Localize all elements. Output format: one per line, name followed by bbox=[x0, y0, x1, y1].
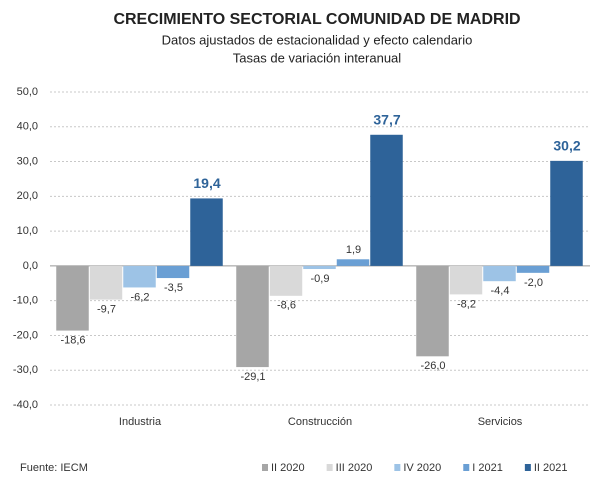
bar bbox=[269, 265, 303, 296]
legend-swatch bbox=[463, 464, 470, 471]
bar bbox=[236, 265, 269, 368]
bar bbox=[550, 160, 583, 266]
value-label: -4,4 bbox=[491, 285, 510, 297]
value-label: -29,1 bbox=[240, 371, 265, 383]
bar bbox=[123, 265, 156, 288]
legend-label: III 2020 bbox=[336, 462, 373, 474]
y-tick-label: 30,0 bbox=[17, 155, 38, 167]
y-tick-label: 0,0 bbox=[23, 260, 38, 272]
bar bbox=[336, 259, 370, 266]
y-tick-label: 40,0 bbox=[17, 121, 38, 133]
value-label: -2,0 bbox=[524, 277, 543, 289]
legend-swatch bbox=[394, 464, 401, 471]
y-tick-label: -20,0 bbox=[13, 329, 38, 341]
bar bbox=[156, 265, 190, 279]
bar bbox=[483, 265, 516, 282]
bar bbox=[416, 265, 449, 357]
x-tick-label: Industria bbox=[119, 416, 162, 428]
value-label: 30,2 bbox=[553, 138, 580, 154]
x-tick-label: Construcción bbox=[288, 416, 352, 428]
bar bbox=[449, 265, 483, 295]
value-label: -9,7 bbox=[97, 304, 116, 316]
chart-subtitle: Tasas de variación interanual bbox=[233, 50, 401, 65]
legend-label: II 2021 bbox=[534, 462, 568, 474]
value-label: 19,4 bbox=[193, 175, 220, 191]
y-tick-label: 10,0 bbox=[17, 225, 38, 237]
source: Fuente: IECM bbox=[20, 462, 88, 474]
bar bbox=[89, 265, 123, 300]
value-label: -3,5 bbox=[164, 282, 183, 294]
chart-subtitle: Datos ajustados de estacionalidad y efec… bbox=[162, 32, 473, 47]
y-tick-label: -40,0 bbox=[13, 399, 38, 411]
value-label: -6,2 bbox=[131, 291, 150, 303]
bar bbox=[190, 198, 223, 266]
bar bbox=[56, 265, 89, 331]
value-label: 37,7 bbox=[373, 111, 400, 127]
chart-title: CRECIMIENTO SECTORIAL COMUNIDAD DE MADRI… bbox=[113, 11, 520, 28]
bar bbox=[370, 134, 403, 266]
legend-label: I 2021 bbox=[472, 462, 503, 474]
y-tick-label: 50,0 bbox=[17, 86, 38, 98]
y-tick-label: 20,0 bbox=[17, 190, 38, 202]
legend-label: II 2020 bbox=[271, 462, 305, 474]
value-label: -8,6 bbox=[277, 300, 296, 312]
value-label: -8,2 bbox=[457, 298, 476, 310]
value-label: -26,0 bbox=[420, 360, 445, 372]
value-label: 1,9 bbox=[346, 244, 361, 256]
legend-label: IV 2020 bbox=[403, 462, 441, 474]
y-tick-label: -10,0 bbox=[13, 295, 38, 307]
bar bbox=[516, 265, 550, 273]
value-label: -0,9 bbox=[311, 273, 330, 285]
x-tick-label: Servicios bbox=[478, 416, 523, 428]
y-tick-label: -30,0 bbox=[13, 364, 38, 376]
legend-swatch bbox=[326, 464, 333, 471]
legend-swatch bbox=[524, 464, 531, 471]
legend-swatch bbox=[262, 464, 268, 471]
value-label: -18,6 bbox=[60, 334, 85, 346]
bar bbox=[303, 265, 336, 270]
